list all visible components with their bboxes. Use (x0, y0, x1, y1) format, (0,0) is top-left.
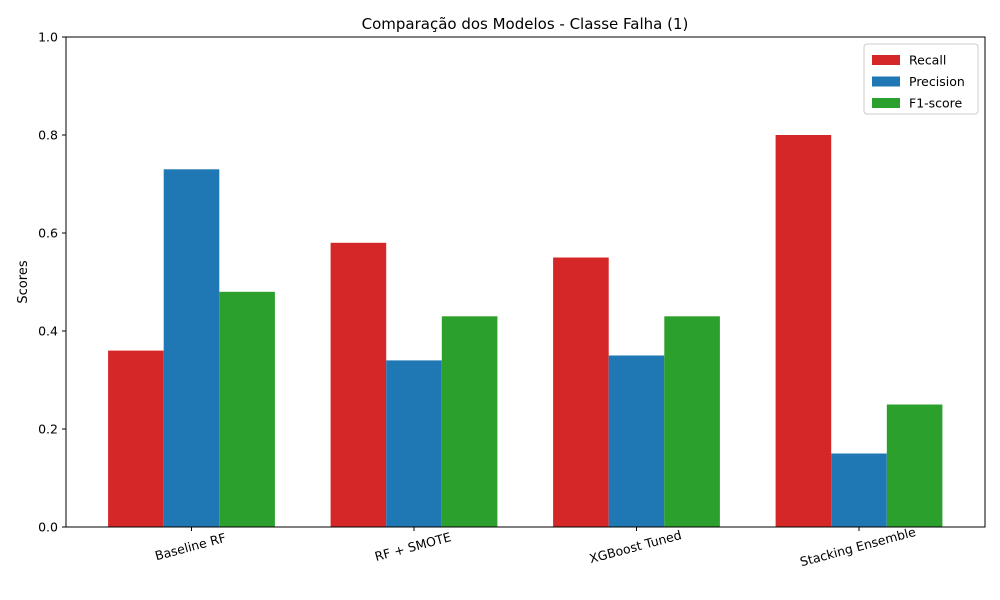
legend-label: F1-score (909, 96, 963, 111)
legend: Recall Precision F1-score (863, 43, 979, 115)
legend-swatch-precision (872, 76, 900, 87)
bars-group (108, 135, 943, 528)
bar-recall-3 (553, 257, 609, 527)
plot-frame (65, 36, 986, 528)
bar-precision-4 (831, 453, 887, 527)
bar-f1-score-4 (886, 404, 943, 527)
legend-swatch-f1-score (872, 98, 900, 108)
bar-recall-2 (330, 242, 387, 528)
y-axis-label: Scores (16, 260, 31, 303)
y-axis: 0.0 0.2 0.4 0.6 0.8 1.0 (38, 30, 66, 535)
bar-f1-score-1 (219, 291, 275, 527)
bar-precision-1 (163, 169, 220, 528)
legend-label: Recall (909, 53, 946, 68)
x-axis: Baseline RF RF + SMOTE XGBoost Tuned Stacki… (153, 524, 917, 569)
bar-precision-3 (608, 355, 665, 527)
bar-f1-score-2 (441, 316, 498, 527)
y-tick-label: 0.2 (38, 422, 58, 437)
bar-precision-2 (386, 360, 442, 527)
chart-title: Comparação dos Modelos - Classe Falha (1… (362, 15, 689, 33)
y-tick-label: 0.6 (38, 226, 58, 241)
bar-recall-1 (108, 350, 164, 527)
y-tick-label: 0.0 (38, 520, 58, 535)
x-tick-label: Baseline RF (153, 530, 227, 563)
y-tick-label: 0.4 (38, 324, 58, 339)
x-tick-label: Stacking Ensemble (798, 524, 917, 569)
x-tick-label: XGBoost Tuned (588, 527, 683, 566)
legend-label: Precision (909, 74, 965, 89)
legend-swatch-recall (872, 55, 900, 65)
bar-f1-score-3 (664, 316, 720, 527)
bar-recall-4 (775, 135, 832, 527)
y-tick-label: 0.8 (38, 128, 58, 143)
x-tick-label: RF + SMOTE (373, 529, 453, 564)
y-tick-label: 1.0 (38, 30, 58, 45)
